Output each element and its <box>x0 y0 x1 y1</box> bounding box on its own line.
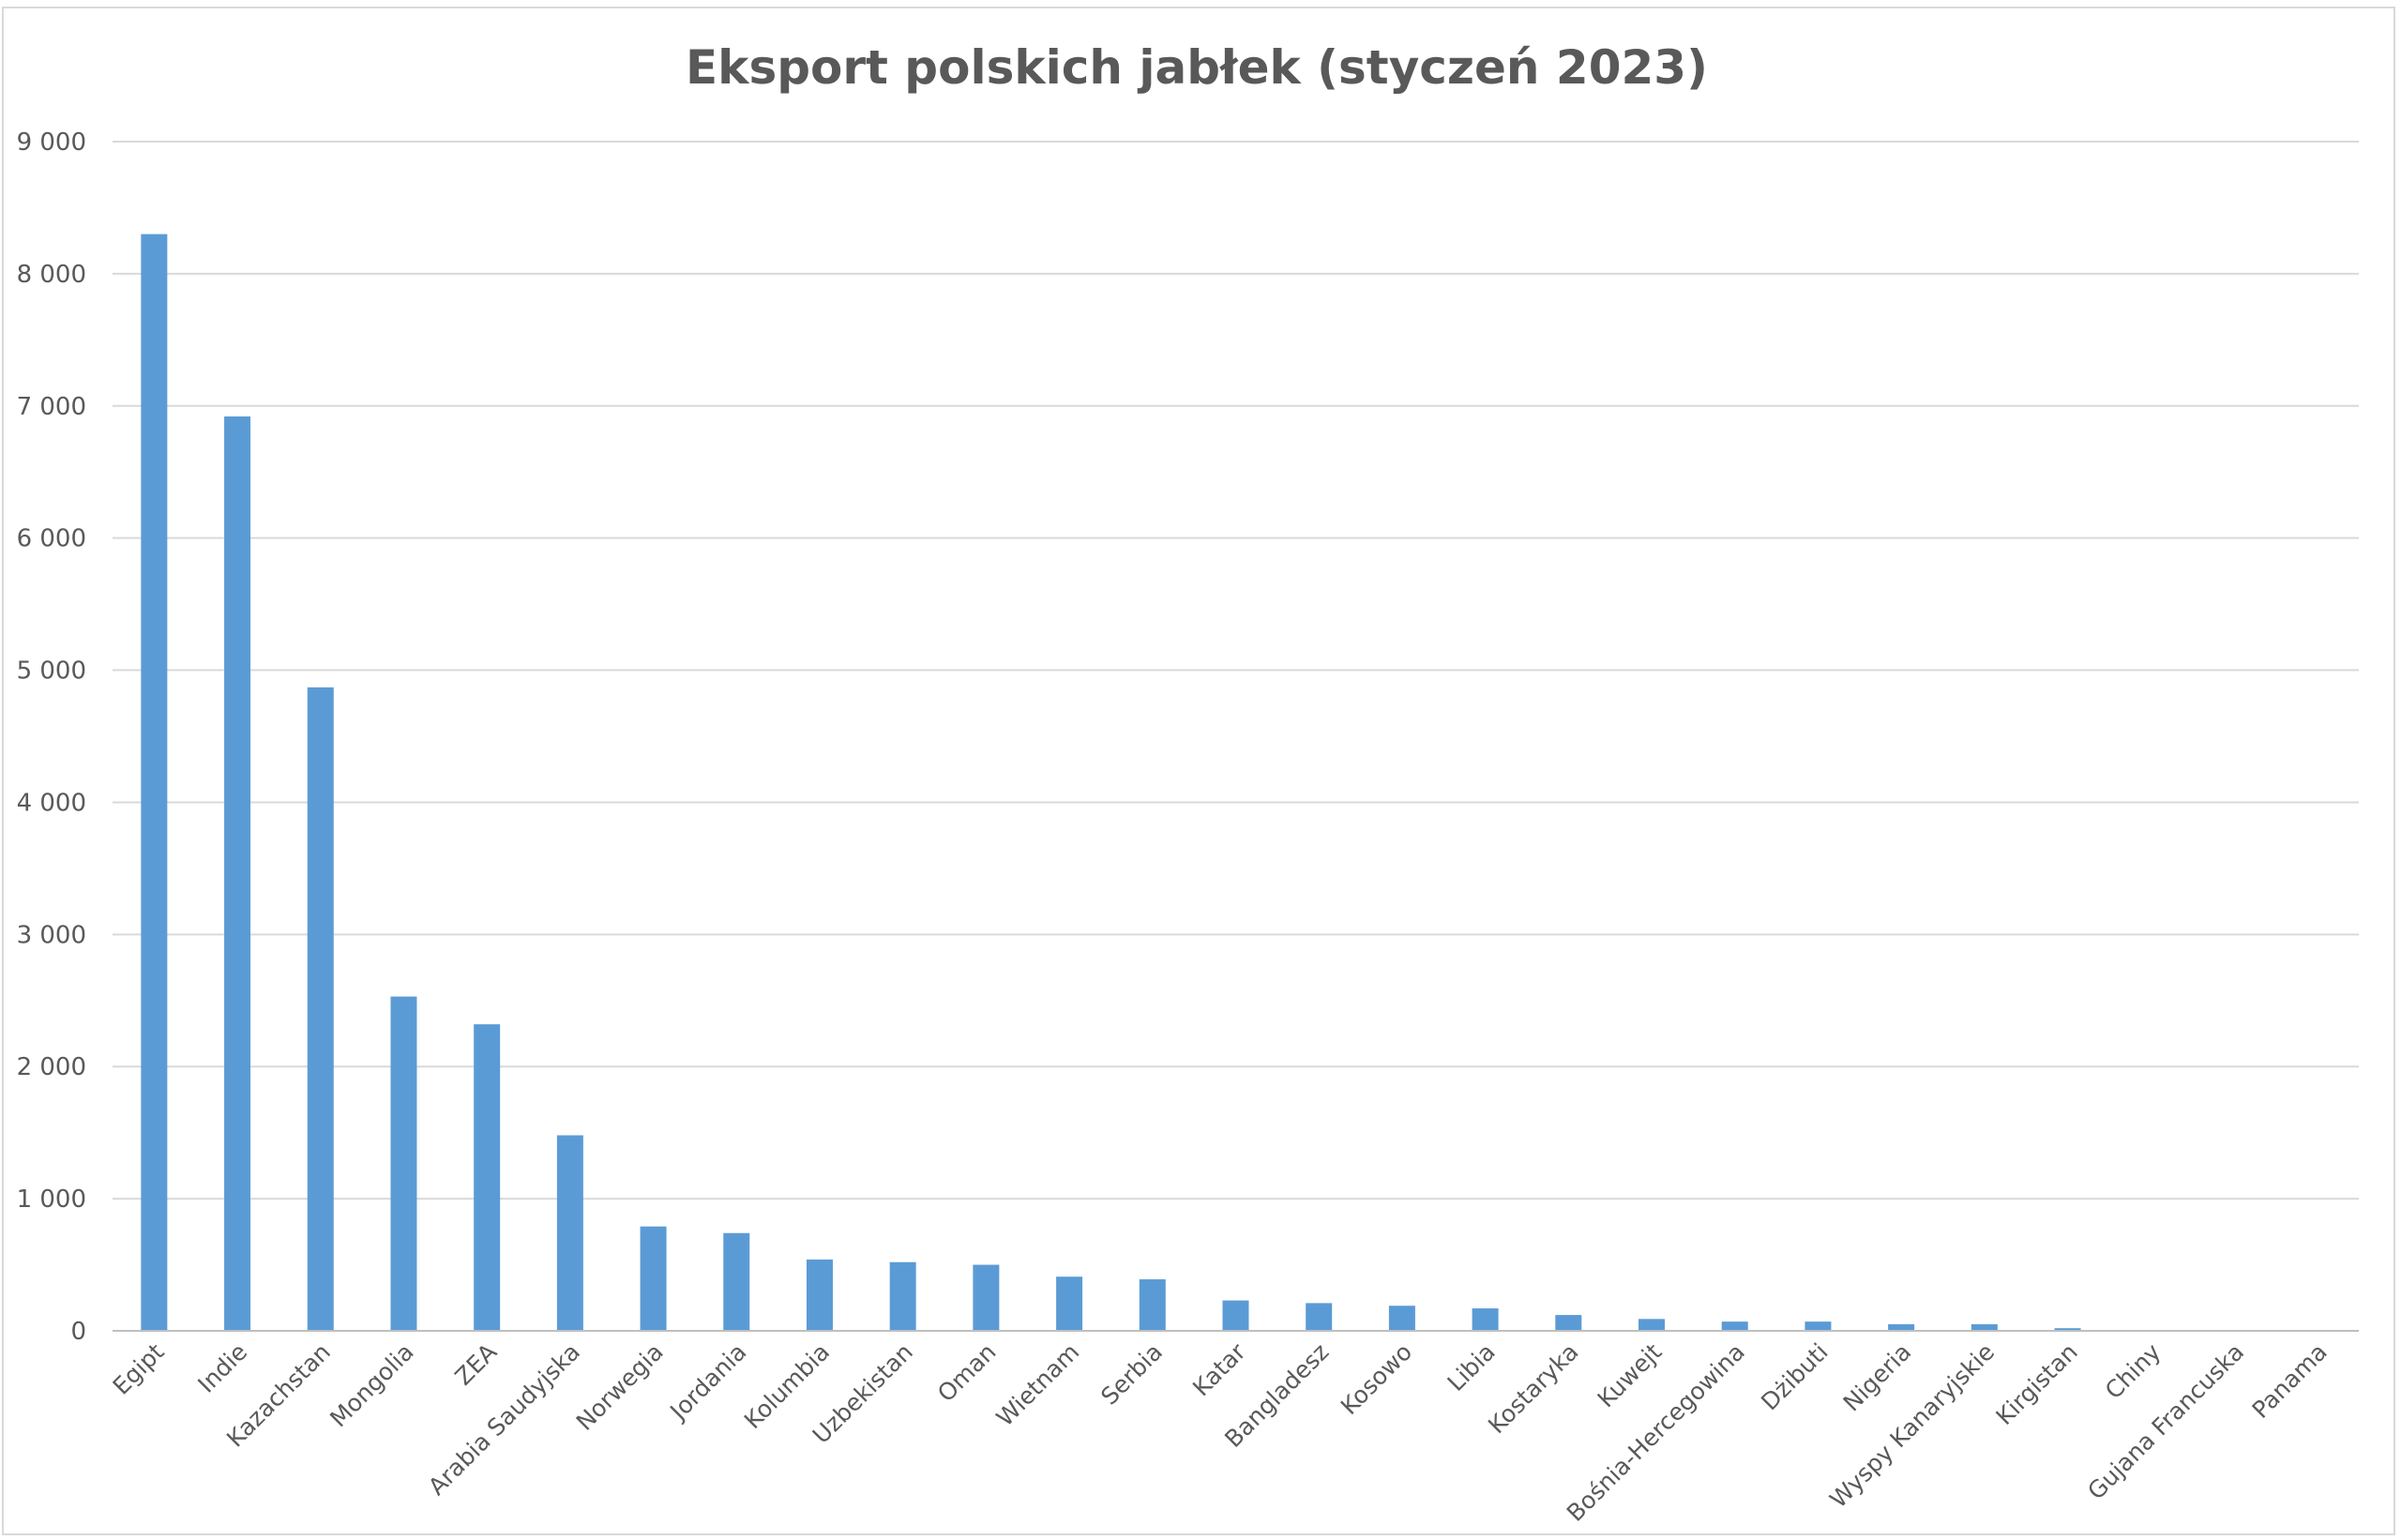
y-tick-label: 7 000 <box>17 393 86 421</box>
x-tick-label: Oman <box>932 1338 1002 1408</box>
bar <box>1222 1300 1249 1331</box>
x-tick-label: Egipt <box>108 1338 170 1400</box>
y-tick-label: 9 000 <box>17 128 86 157</box>
y-tick-label: 0 <box>70 1318 86 1346</box>
bar <box>889 1261 916 1331</box>
x-tick-label: Indie <box>192 1338 252 1398</box>
bar <box>390 996 417 1331</box>
y-tick-label: 6 000 <box>17 525 86 553</box>
bar <box>1638 1319 1666 1331</box>
bar <box>1139 1279 1166 1331</box>
gridlines <box>113 141 2359 1200</box>
y-tick-label: 2 000 <box>17 1053 86 1081</box>
x-tick-label: Jordania <box>664 1338 752 1427</box>
y-tick-label: 5 000 <box>17 657 86 686</box>
chart-title: Eksport polskich jabłek (styczeń 2023) <box>686 40 1708 95</box>
bar <box>1805 1321 1832 1331</box>
x-tick-label: Arabia Saudyjska <box>423 1338 585 1501</box>
bar <box>1555 1315 1582 1331</box>
bar <box>474 1024 501 1331</box>
bar <box>1388 1306 1415 1331</box>
bar <box>2054 1328 2081 1331</box>
x-tick-label: Mongolia <box>325 1338 418 1432</box>
x-tick-label: Wyspy Kanaryjskie <box>1824 1338 2000 1514</box>
y-axis-tick-labels: 0 1 000 2 000 3 000 4 000 5 000 6 000 7 000 8 00… <box>17 128 86 1346</box>
x-tick-label: Kosowo <box>1336 1338 1417 1420</box>
bar <box>1721 1321 1748 1331</box>
bars <box>141 234 2081 1332</box>
y-tick-label: 1 000 <box>17 1185 86 1214</box>
bar <box>806 1259 833 1331</box>
bar <box>1971 1323 1998 1331</box>
x-tick-label: Gujana Francuska <box>2082 1338 2249 1505</box>
bar <box>1306 1303 1333 1331</box>
x-tick-label: Libia <box>1442 1338 1501 1397</box>
x-tick-label: Kuwejt <box>1593 1338 1668 1413</box>
bar <box>640 1226 667 1331</box>
x-tick-label: Katar <box>1187 1337 1251 1401</box>
bar <box>973 1264 1000 1331</box>
x-tick-label: Chiny <box>2100 1338 2167 1405</box>
y-tick-label: 8 000 <box>17 261 86 289</box>
x-tick-label: Serbia <box>1095 1338 1168 1411</box>
bar <box>723 1232 750 1331</box>
bar <box>307 687 334 1331</box>
bar <box>1472 1308 1499 1331</box>
bar <box>556 1135 583 1331</box>
x-tick-label: Kostaryka <box>1483 1338 1584 1440</box>
bar <box>1888 1323 1915 1331</box>
x-tick-label: Norwegia <box>571 1338 669 1436</box>
x-tick-label: Dżibuti <box>1756 1338 1834 1416</box>
x-tick-label: Wietnam <box>991 1338 1085 1432</box>
y-tick-label: 4 000 <box>17 789 86 817</box>
x-tick-label: Kirgistan <box>1990 1338 2082 1430</box>
bar <box>224 416 251 1331</box>
y-tick-label: 3 000 <box>17 921 86 949</box>
x-tick-label: ZEA <box>450 1338 503 1391</box>
x-tick-label: Panama <box>2247 1338 2333 1424</box>
x-tick-label: Nigeria <box>1838 1338 1917 1417</box>
bar <box>1056 1276 1083 1331</box>
bar <box>141 234 168 1332</box>
